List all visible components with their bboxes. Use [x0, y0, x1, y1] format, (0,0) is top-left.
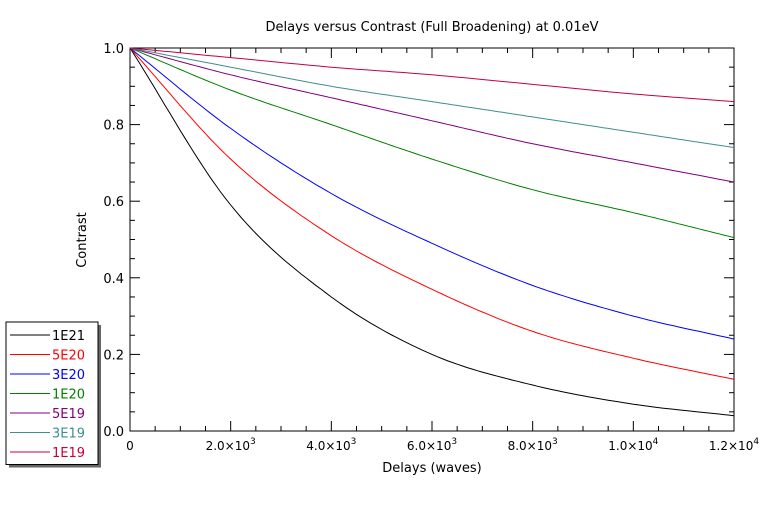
legend-label: 3E19	[52, 427, 85, 442]
x-tick-label: 1.0×104	[608, 437, 658, 453]
series-line-3e20	[129, 47, 735, 340]
series-line-3e19	[129, 47, 735, 149]
y-tick-label: 0.8	[103, 119, 124, 134]
legend-label: 1E20	[52, 388, 85, 403]
series-line-5e19	[129, 47, 735, 183]
x-tick-label: 4.0×103	[306, 437, 356, 453]
x-axis-label: Delays (waves)	[382, 461, 481, 476]
y-tick-label: 1.0	[103, 42, 124, 57]
series-line-1e21	[129, 47, 735, 417]
legend: 1E21 5E20 3E20 1E20 5E19 3E19 1E19	[5, 321, 101, 468]
chart-title: Delays versus Contrast (Full Broadening)…	[266, 20, 599, 35]
series-line-1e19	[129, 47, 735, 103]
legend-label: 1E21	[52, 329, 85, 344]
x-tick-label: 1.2×104	[709, 437, 759, 453]
legend-label: 3E20	[52, 368, 85, 383]
x-tick-label: 2.0×103	[206, 437, 256, 453]
legend-label: 5E20	[52, 349, 85, 364]
y-tick-label: 0.2	[103, 348, 124, 363]
x-tick-label: 0	[126, 439, 134, 453]
plot-frame	[129, 47, 735, 432]
x-tick-label: 6.0×103	[407, 437, 457, 453]
legend-label: 5E19	[52, 407, 85, 422]
y-tick-label: 0.6	[103, 195, 124, 210]
series-line-1e20	[129, 47, 735, 239]
x-tick-label: 8.0×103	[508, 437, 558, 453]
y-axis-label: Contrast	[75, 212, 90, 268]
y-tick-label: 0.0	[103, 425, 124, 440]
legend-label: 1E19	[52, 446, 85, 461]
series-line-5e20	[129, 47, 735, 380]
plot-area: 0 2.0×103 4.0×103 6.0×103 8.0×103 1.0×104 1.2×…	[103, 42, 759, 453]
y-tick-label: 0.4	[103, 272, 124, 287]
